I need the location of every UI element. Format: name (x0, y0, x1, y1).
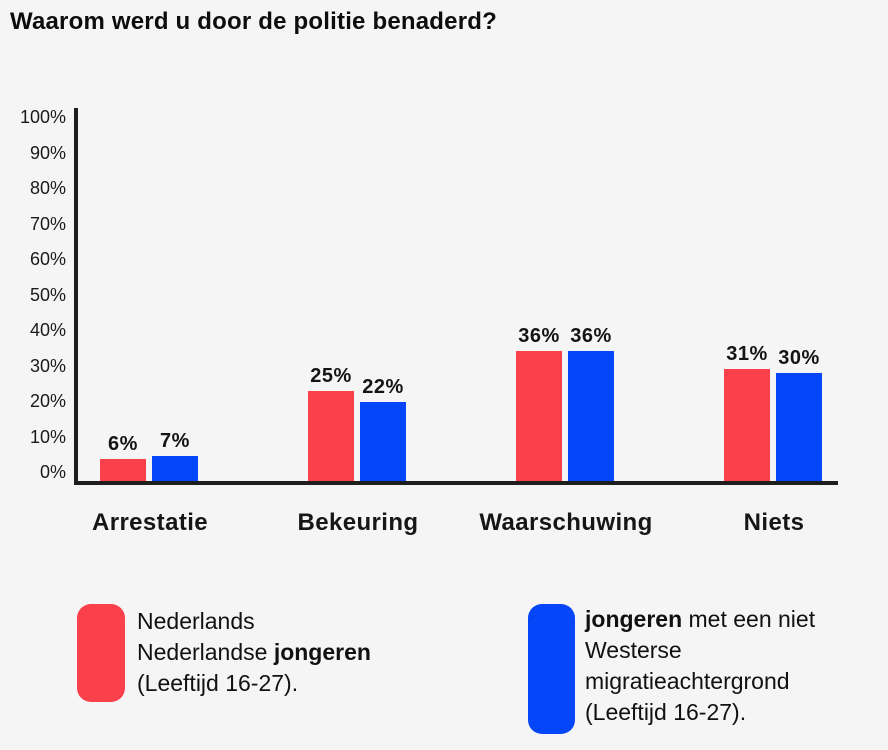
legend-text-line: (Leeftijd 16-27). (585, 699, 747, 725)
bar-value-label: 36% (518, 325, 560, 348)
y-tick-label: 30% (29, 355, 66, 376)
bar-blue-bekeuring (360, 401, 406, 481)
x-axis-line (74, 481, 838, 485)
legend-text-line: Nederlandse jongeren (137, 639, 371, 665)
y-tick-label: 100% (19, 107, 66, 127)
x-axis-label-niets: Niets (743, 509, 805, 536)
bar-value-label: 25% (310, 365, 352, 387)
bar-red-bekeuring (308, 391, 354, 481)
legend-text-line: Westerse (585, 637, 682, 663)
legend-text-line: (Leeftijd 16-27). (137, 670, 299, 696)
x-axis-label-bekeuring: Bekeuring (297, 509, 419, 536)
legend-label-red: Nederlands Nederlandse jongeren (Leeftijd … (137, 606, 371, 699)
y-tick-label: 20% (29, 391, 66, 411)
legend-text-line: jongeren met een niet (585, 606, 816, 632)
x-axis-label-arrestatie: Arrestatie (91, 509, 209, 536)
legend-text-line: Nederlands (137, 608, 255, 634)
x-axis-label-waarschuwing: Waarschuwing (479, 509, 653, 536)
bar-blue-niets (776, 373, 822, 481)
legend-text-line: migratieachtergrond (585, 668, 790, 694)
y-tick-label: 50% (29, 284, 66, 305)
bar-blue-arrestatie (152, 455, 198, 481)
y-tick-label: 70% (29, 213, 66, 234)
y-tick-label: 60% (29, 249, 66, 269)
legend-label-blue: jongeren met een niet Westerse migratieach… (585, 604, 815, 728)
y-tick-label: 10% (29, 426, 66, 447)
y-axis-line (74, 108, 78, 485)
y-tick-label: 90% (29, 142, 66, 163)
bar-value-label: 22% (362, 375, 404, 398)
bar-blue-waarschuwing (568, 351, 614, 481)
bar-value-label: 31% (726, 343, 768, 366)
bar-value-label: 7% (160, 429, 190, 452)
legend-swatch-blue (528, 604, 575, 734)
y-tick-label: 40% (29, 320, 66, 340)
bar-value-label: 6% (108, 433, 138, 456)
y-tick-label: 0% (39, 462, 66, 482)
chart-title: Waarom werd u door de politie benaderd? (10, 8, 497, 35)
bar-value-label: 36% (570, 325, 612, 348)
bar-value-label: 30% (778, 347, 820, 369)
bar-red-waarschuwing (516, 351, 562, 481)
bar-red-arrestatie (100, 459, 146, 481)
bar-red-niets (724, 369, 770, 481)
legend-swatch-red (77, 604, 125, 702)
y-tick-label: 80% (29, 178, 66, 198)
